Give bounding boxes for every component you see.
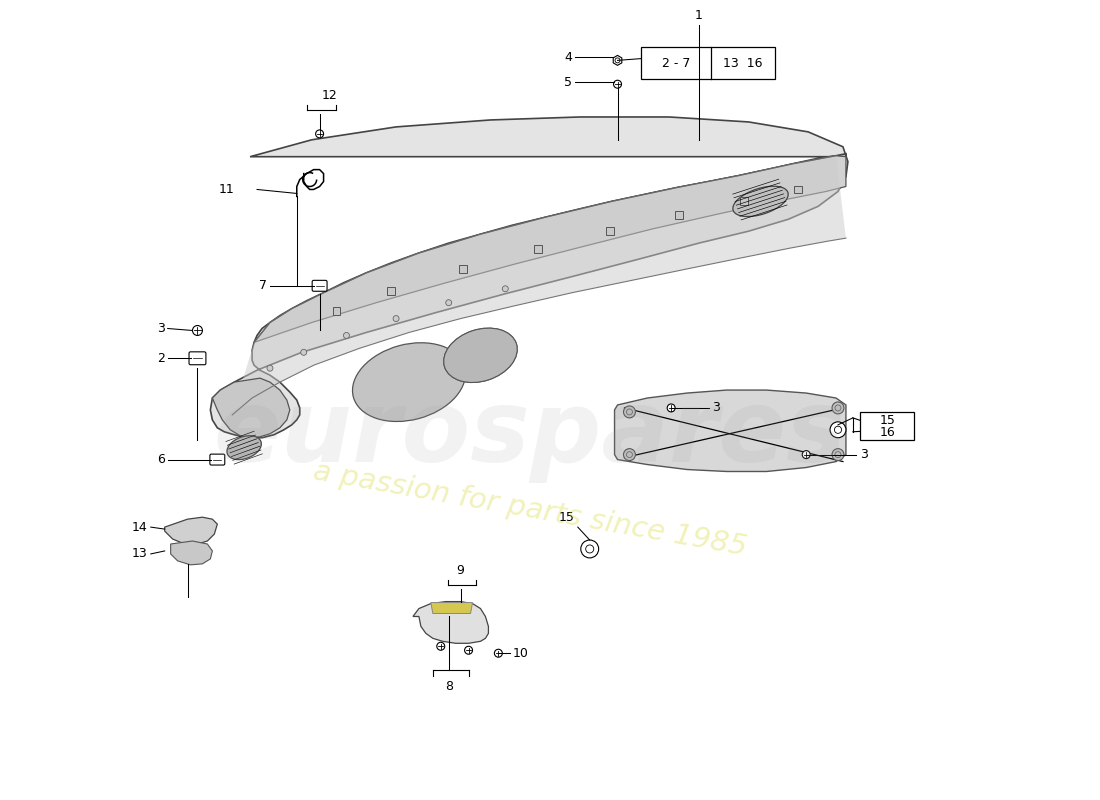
Bar bbox=[332, 306, 341, 314]
Circle shape bbox=[581, 540, 598, 558]
Polygon shape bbox=[613, 55, 621, 66]
Text: 11: 11 bbox=[219, 183, 234, 196]
Ellipse shape bbox=[352, 342, 465, 422]
Ellipse shape bbox=[733, 186, 789, 217]
Text: 3: 3 bbox=[860, 448, 868, 461]
Bar bbox=[606, 227, 614, 235]
Bar bbox=[387, 286, 395, 294]
Text: 13: 13 bbox=[132, 547, 147, 561]
Polygon shape bbox=[210, 117, 848, 438]
Text: 3: 3 bbox=[712, 402, 719, 414]
Circle shape bbox=[668, 404, 675, 412]
Text: 16: 16 bbox=[879, 426, 895, 439]
Text: 5: 5 bbox=[564, 76, 572, 89]
Circle shape bbox=[494, 650, 503, 658]
Circle shape bbox=[614, 80, 622, 88]
Text: 2: 2 bbox=[157, 352, 165, 365]
FancyBboxPatch shape bbox=[312, 280, 327, 291]
Circle shape bbox=[832, 402, 844, 414]
Circle shape bbox=[830, 422, 846, 438]
Ellipse shape bbox=[443, 328, 517, 382]
Text: a passion for parts since 1985: a passion for parts since 1985 bbox=[311, 458, 749, 562]
FancyBboxPatch shape bbox=[210, 454, 224, 465]
Text: 15: 15 bbox=[559, 511, 575, 524]
Polygon shape bbox=[165, 517, 218, 544]
Circle shape bbox=[267, 366, 273, 371]
Bar bbox=[739, 198, 748, 206]
Text: 9: 9 bbox=[456, 564, 464, 577]
Text: 14: 14 bbox=[132, 521, 147, 534]
FancyBboxPatch shape bbox=[189, 352, 206, 365]
Bar bbox=[860, 412, 914, 440]
Circle shape bbox=[192, 326, 202, 335]
Polygon shape bbox=[170, 541, 212, 565]
Bar bbox=[535, 245, 542, 253]
Circle shape bbox=[624, 406, 636, 418]
Polygon shape bbox=[615, 390, 846, 471]
Circle shape bbox=[300, 350, 307, 355]
Text: 13  16: 13 16 bbox=[724, 57, 763, 70]
Text: 3: 3 bbox=[157, 322, 165, 335]
Text: 6: 6 bbox=[157, 453, 165, 466]
Bar bbox=[641, 47, 776, 79]
Circle shape bbox=[343, 333, 350, 338]
Text: 7: 7 bbox=[258, 279, 267, 292]
Circle shape bbox=[624, 449, 636, 461]
Circle shape bbox=[802, 450, 811, 458]
Circle shape bbox=[832, 449, 844, 461]
Polygon shape bbox=[232, 156, 846, 415]
Circle shape bbox=[503, 286, 508, 292]
Text: eurospares: eurospares bbox=[213, 386, 847, 483]
Circle shape bbox=[437, 642, 444, 650]
Circle shape bbox=[464, 646, 473, 654]
Text: 1: 1 bbox=[695, 9, 703, 22]
Text: 15: 15 bbox=[879, 414, 895, 426]
Bar bbox=[794, 186, 802, 194]
Text: 10: 10 bbox=[513, 646, 528, 660]
Polygon shape bbox=[254, 156, 846, 342]
Text: 4: 4 bbox=[564, 51, 572, 64]
Ellipse shape bbox=[227, 436, 262, 460]
Circle shape bbox=[316, 130, 323, 138]
Bar bbox=[675, 211, 683, 219]
Text: 2 - 7: 2 - 7 bbox=[662, 57, 691, 70]
Circle shape bbox=[393, 315, 399, 322]
Polygon shape bbox=[431, 602, 473, 614]
Text: 8: 8 bbox=[444, 680, 453, 693]
Bar bbox=[459, 265, 466, 273]
Text: 12: 12 bbox=[321, 89, 338, 102]
Circle shape bbox=[446, 300, 452, 306]
Polygon shape bbox=[212, 378, 289, 438]
Polygon shape bbox=[412, 602, 488, 643]
